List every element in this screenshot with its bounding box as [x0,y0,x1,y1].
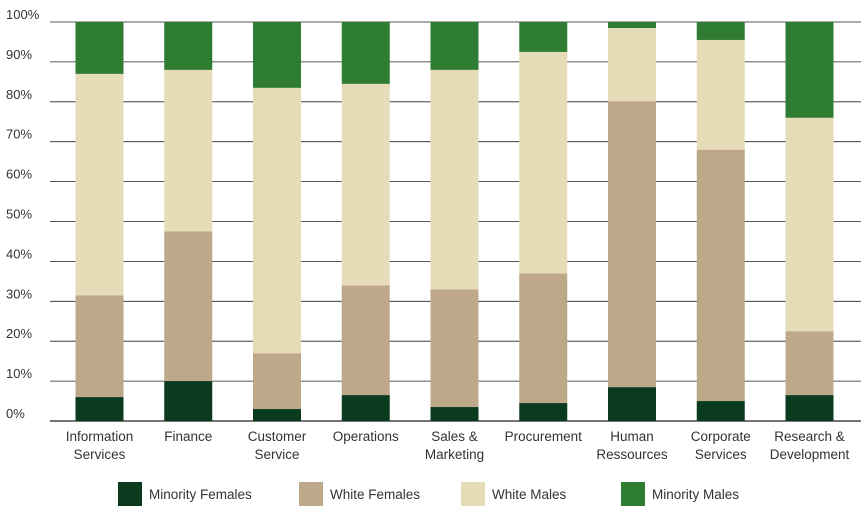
bar-segment [75,73,124,296]
x-tick-label-line: Finance [164,429,212,444]
x-tick-label: Human Ressources [596,429,668,462]
bar-segment [253,353,301,410]
legend-label: Minority Males [652,487,739,502]
bar-segment [253,87,301,354]
y-tick-label: 20% [6,326,32,341]
x-tick-label-line: Service [254,447,299,462]
legend-swatch [299,482,323,506]
x-tick-label: Sales & Marketing [425,429,484,462]
x-tick-label-line: Sales & [431,429,478,444]
x-tick-label-line: Corporate [691,429,751,444]
bar-segment [608,101,656,388]
x-tick-label-line: Services [74,447,126,462]
legend-label: White Males [492,487,567,502]
x-tick-label-line: Marketing [425,447,484,462]
bar-segment [430,407,479,421]
bar-segment [608,387,656,421]
bar-segment [785,395,834,421]
y-tick-label: 80% [6,87,32,102]
x-tick-label-line: Procurement [505,429,583,444]
legend-label: Minority Females [149,487,252,502]
bar-segment [164,69,213,232]
x-tick-label: Research & Development [770,429,850,462]
x-axis-ticks: Information Services Finance Customer Servic… [66,429,850,462]
bar-segment [785,331,834,396]
bar-segment [696,149,745,402]
x-tick-label: Corporate Services [691,429,751,462]
x-tick-label-line: Customer [248,429,307,444]
bar-segment [75,295,124,398]
bars [75,22,834,421]
bar-segment [164,381,213,421]
bar-segment [341,395,390,421]
legend: Minority Females White Females White Males… [118,482,739,506]
bar-segment [785,22,834,118]
bar-segment [341,285,390,396]
bar-segment [519,22,568,52]
bar-segment [430,69,479,290]
bar-segment [785,117,834,332]
y-tick-label: 30% [6,286,32,301]
bar-segment [608,22,656,28]
bar-segment [696,401,745,421]
bar-segment [253,22,301,88]
bar-segment [430,22,479,70]
legend-swatch [621,482,645,506]
bar-segment [341,83,390,286]
y-tick-label: 0% [6,406,25,421]
bar-segment [341,22,390,84]
y-axis-ticks: 0% 10% 20% 30% 40% 50% 60% 70% 80% 90% 100% [6,7,40,421]
x-tick-label-line: Human [610,429,654,444]
y-tick-label: 60% [6,167,32,182]
legend-label: White Females [330,487,420,502]
x-tick-label: Information Services [66,429,134,462]
x-tick-label-line: Information [66,429,134,444]
x-tick-label: Operations [333,429,399,444]
bar-segment [696,22,745,40]
bar-segment [430,289,479,408]
bar-segment [519,403,568,421]
x-tick-label-line: Development [770,447,850,462]
bar-segment [75,22,124,74]
x-tick-label: Customer Service [248,429,307,462]
x-tick-label-line: Services [695,447,747,462]
bar-segment [519,273,568,404]
x-tick-label-line: Ressources [596,447,668,462]
x-tick-label: Finance [164,429,212,444]
bar-segment [75,397,124,421]
x-tick-label-line: Operations [333,429,399,444]
bar-segment [696,39,745,150]
legend-swatch [118,482,142,506]
x-tick-label-line: Research & [774,429,845,444]
y-tick-label: 40% [6,246,32,261]
x-tick-label: Procurement [505,429,583,444]
y-tick-label: 90% [6,47,32,62]
bar-segment [519,51,568,274]
bar-segment [164,22,213,70]
bar-segment [253,409,301,421]
bar-segment [164,231,213,382]
y-tick-label: 10% [6,366,32,381]
y-tick-label: 70% [6,127,32,142]
legend-swatch [461,482,485,506]
y-tick-label: 100% [6,7,40,22]
y-tick-label: 50% [6,207,32,222]
bar-segment [608,27,656,102]
